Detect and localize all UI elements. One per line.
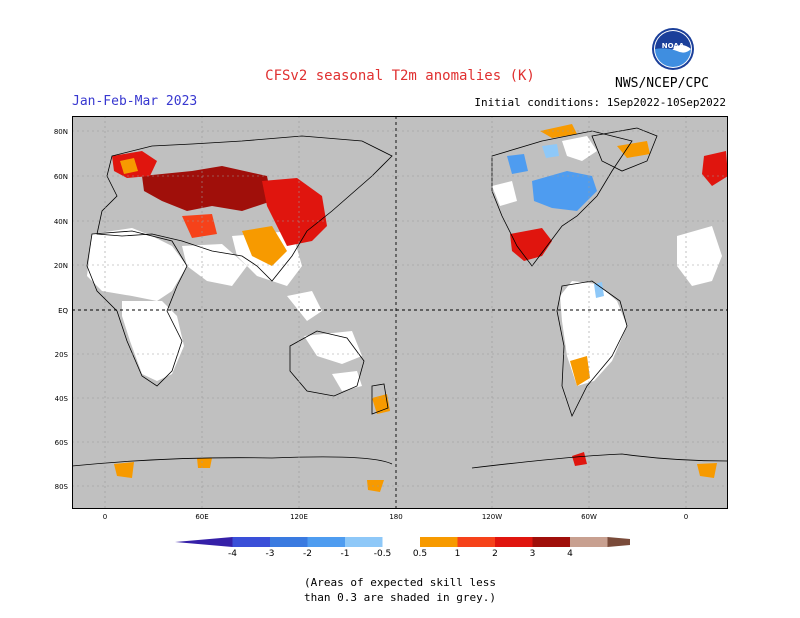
cold-anomalies [507,144,604,298]
colorbar-segment [232,537,270,547]
equator-dateline [72,116,728,509]
colorbar-segment [420,537,458,547]
map-frame [72,116,728,509]
lat-label: 40N [54,218,68,226]
longitude-axis: 0 60E 120E 180 120W 60W 0 [103,513,688,521]
lat-label: EQ [58,307,68,315]
colorbar-segment [495,537,533,547]
colorbar-label: 3 [530,549,536,559]
lat-label: 20S [55,351,69,359]
skill-note: (Areas of expected skill less than 0.3 a… [0,575,800,605]
svg-text:NOAA: NOAA [662,42,685,50]
colorbar-segment [570,537,608,547]
map-title: CFSv2 seasonal T2m anomalies (K) [265,68,535,84]
anomaly-map [72,116,728,509]
lon-label: 120W [482,513,502,521]
lat-label: 80S [55,483,69,491]
colorbar-segment [345,537,383,547]
colorbar-labels: -4 -3 -2 -1 -0.5 0.5 1 2 3 4 [228,549,573,559]
colorbar-label: 0.5 [413,549,427,559]
colorbar-segment [307,537,345,547]
lon-label: 0 [103,513,107,521]
latitude-axis: 80N 60N 40N 20N EQ 20S 40S 60S 80S [54,128,69,491]
lat-label: 40S [55,395,69,403]
lat-label: 80N [54,128,68,136]
colorbar-segment [457,537,495,547]
lon-label: 0 [684,513,688,521]
skill-note-line2: than 0.3 are shaded in grey.) [303,591,497,604]
colorbar-label: 2 [492,549,498,559]
graticule [72,116,728,509]
lon-label: 60W [581,513,597,521]
initial-conditions-label: Initial conditions: 1Sep2022-10Sep2022 [474,96,726,109]
colorbar-segments [175,537,630,547]
colorbar: -4 -3 -2 -1 -0.5 0.5 1 2 3 4 [175,537,630,559]
colorbar-label: 4 [567,549,573,559]
colorbar-segment [270,537,308,547]
lat-label: 20N [54,262,68,270]
colorbar-label: 1 [455,549,461,559]
colorbar-label: -0.5 [374,549,392,559]
lon-label: 180 [389,513,402,521]
lon-label: 120E [290,513,308,521]
colorbar-segment [532,537,570,547]
warm-anomalies [112,124,728,492]
colorbar-label: -4 [228,549,237,559]
colorbar-label: -1 [341,549,350,559]
noaa-logo: NOAA [652,28,694,70]
colorbar-segment [175,537,233,547]
lat-label: 60S [55,439,69,447]
skill-note-line1: (Areas of expected skill less [303,576,497,589]
lon-label: 60E [195,513,208,521]
agency-label: NWS/NCEP/CPC [615,76,709,91]
lat-label: 60N [54,173,68,181]
colorbar-label: -3 [266,549,275,559]
season-label: Jan-Feb-Mar 2023 [72,94,198,109]
coastlines [72,127,728,469]
colorbar-segment [607,537,630,547]
colorbar-label: -2 [303,549,312,559]
colorbar-segment [382,537,420,547]
